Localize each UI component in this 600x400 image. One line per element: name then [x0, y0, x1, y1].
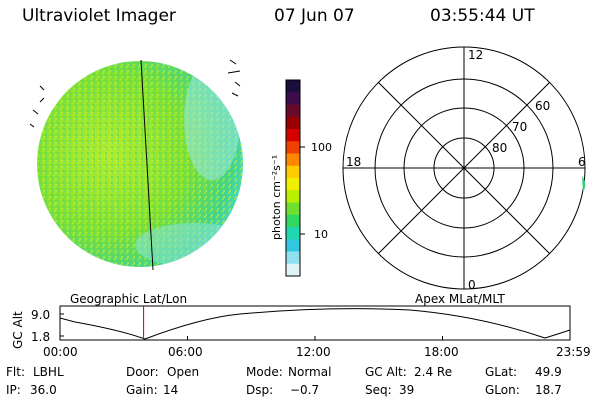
colorbar-tick-10: 10	[314, 228, 328, 241]
info-mode-key: Mode:	[246, 365, 283, 379]
polar-label-6: 6	[578, 155, 586, 169]
info-dsp-key: Dsp:	[246, 383, 273, 397]
info-seq-key: Seq:	[365, 383, 392, 397]
info-gcalt-key: GC Alt:	[365, 365, 407, 379]
colorbar-segment	[286, 116, 300, 130]
colorbar-segment	[286, 165, 300, 179]
colorbar-ticks	[300, 146, 305, 235]
altitude-xtick-0600: 06:00	[168, 345, 203, 359]
info-door-val: Open	[167, 365, 199, 379]
polar-ring-label-80: 80	[492, 141, 507, 155]
polar-label-0: 0	[468, 278, 476, 292]
altitude-ytick-9: 9.0	[31, 308, 50, 322]
polar-ring-label-70: 70	[512, 120, 527, 134]
polar-label-12: 12	[468, 48, 483, 62]
earth-disk-image	[37, 59, 243, 271]
colorbar-segment	[286, 239, 300, 252]
info-dsp-val: −0.7	[290, 383, 319, 397]
info-gain-val: 14	[163, 383, 178, 397]
altitude-curve	[59, 308, 571, 340]
info-door-key: Door:	[126, 365, 159, 379]
colorbar-unit-label: photon cm⁻²s⁻¹	[270, 155, 283, 240]
polar-label-18: 18	[346, 155, 361, 169]
terminator-line	[140, 59, 154, 271]
info-flt-key: Flt:	[6, 365, 25, 379]
colorbar-segment	[286, 141, 300, 154]
altitude-plot	[59, 305, 571, 341]
colorbar-segment	[286, 227, 300, 240]
colorbar-segment	[286, 202, 300, 216]
altitude-ytick-1.8: 1.8	[31, 330, 50, 344]
colorbar-segment	[286, 153, 300, 167]
info-ip-val: 36.0	[30, 383, 57, 397]
disk-edge-marks	[29, 59, 241, 128]
colorbar-segment	[286, 129, 300, 142]
info-glat-key: GLat:	[485, 365, 517, 379]
info-glat-val: 49.9	[535, 365, 562, 379]
colorbar-segment	[286, 263, 300, 277]
observation-date: 07 Jun 07	[274, 6, 355, 26]
info-ip-key: IP:	[6, 383, 21, 397]
colorbar-segment	[286, 80, 300, 93]
colorbar-border	[285, 79, 301, 277]
altitude-xtick-0000: 00:00	[43, 345, 78, 359]
polar-ring-label-60: 60	[535, 99, 550, 113]
observation-time: 03:55:44 UT	[430, 6, 535, 26]
colorbar-segment	[286, 104, 300, 118]
info-glon-val: 18.7	[535, 383, 562, 397]
info-gain-key: Gain:	[126, 383, 158, 397]
info-seq-val: 39	[399, 383, 414, 397]
app-title: Ultraviolet Imager	[22, 6, 176, 26]
colorbar-segment	[286, 178, 300, 191]
info-glon-key: GLon:	[485, 383, 520, 397]
colorbar-segment	[286, 214, 300, 228]
altitude-xtick-1200: 12:00	[296, 345, 331, 359]
polar-grid	[342, 46, 586, 290]
polar-data-fragment	[582, 176, 586, 192]
info-mode-val: Normal	[288, 365, 331, 379]
geo-panel-label: Geographic Lat/Lon	[70, 292, 187, 306]
info-flt-val: LBHL	[33, 365, 64, 379]
info-gcalt-val: 2.4 Re	[414, 365, 452, 379]
colorbar-segment	[286, 92, 300, 105]
altitude-xtick-2359: 23:59	[556, 345, 591, 359]
colorbar-segment	[286, 190, 300, 203]
info-panel: Flt: LBHL Door: Open Mode: Normal GC Alt…	[6, 365, 562, 397]
altitude-xtick-1800: 18:00	[424, 345, 459, 359]
colorbar-segment	[286, 251, 300, 265]
apex-panel-label: Apex MLat/MLT	[415, 292, 505, 306]
altitude-ylabel: GC Alt	[11, 311, 25, 349]
colorbar-tick-100: 100	[311, 141, 332, 154]
colorbar	[285, 79, 301, 277]
